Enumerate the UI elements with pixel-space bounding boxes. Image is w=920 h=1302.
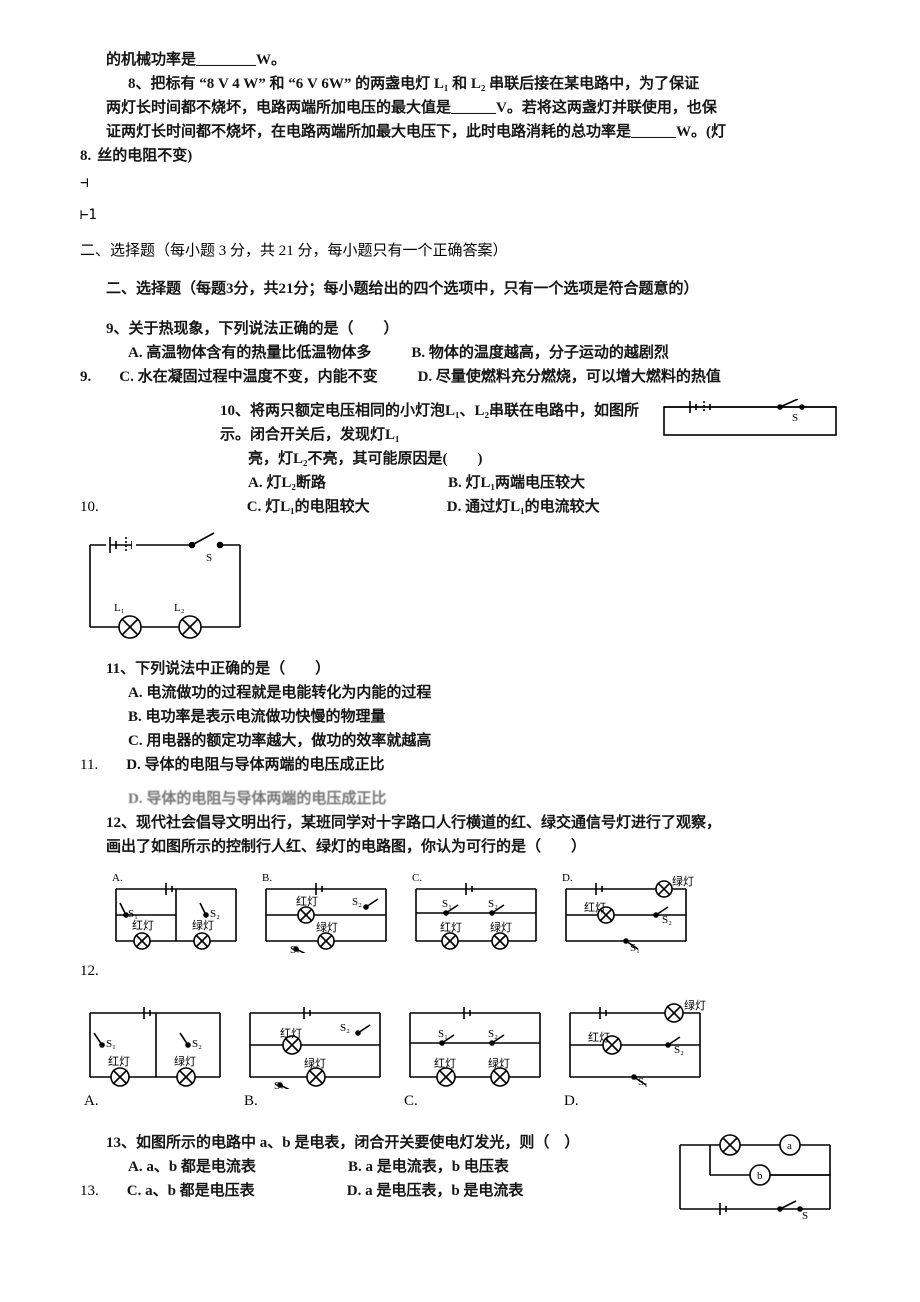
svg-text:S₁: S₁: [290, 944, 300, 953]
svg-text:S: S: [206, 552, 212, 564]
q11-optA: A. 电流做功的过程就是电能转化为内能的过程: [80, 681, 840, 705]
svg-text:S₁: S₁: [128, 908, 138, 920]
svg-text:S₁: S₁: [638, 1076, 648, 1088]
svg-text:绿灯: 绿灯: [490, 920, 512, 934]
q9-optD: D. 尽量使燃料充分燃烧，可以增大燃料的热值: [418, 365, 721, 389]
svg-text:红灯: 红灯: [132, 919, 154, 932]
svg-text:绿灯: 绿灯: [488, 1056, 510, 1070]
svg-text:S₂: S₂: [352, 896, 362, 908]
svg-text:D.: D.: [562, 872, 573, 884]
q13-block: a b S 13、如图所示的电路中 a、b 是电表，闭合开关要使电灯发光，则（ …: [80, 1131, 840, 1221]
q9-stem: 9、关于热现象，下列说法正确的是（ ）: [80, 317, 840, 341]
q12-stem1: 12、现代社会倡导文明出行，某班同学对十字路口人行横道的红、绿交通信号灯进行了观…: [80, 811, 840, 835]
q13-num: 13.: [80, 1179, 99, 1203]
svg-text:绿灯: 绿灯: [192, 918, 214, 932]
svg-text:L₂: L₂: [174, 602, 185, 614]
q8-line2: 8、把标有 “8 V 4 W” 和 “6 V 6W” 的两盏电灯 L₁ 和 L₂…: [80, 72, 840, 96]
q10-optB: B. 灯L₁两端电压较大: [448, 471, 585, 495]
q12-blur: D. 导体的电阻与导体两端的电压成正比: [80, 787, 840, 811]
q11-optC: C. 用电器的额定功率越大，做功的效率就越高: [80, 729, 840, 753]
q8-line5: 丝的电阻不变): [97, 148, 192, 164]
svg-text:S₁: S₁: [106, 1038, 116, 1050]
svg-text:绿灯: 绿灯: [304, 1056, 326, 1070]
q10-circuit-big: S L₁ L₂: [80, 527, 840, 647]
svg-text:S₁: S₁: [438, 1028, 448, 1040]
q12-stem2: 画出了如图所示的控制行人红、绿灯的电路图，你认为可行的是（ ）: [80, 835, 840, 859]
q8-line4: 证两灯长时间都不烧坏，在电路两端所加最大电压下，此时电路消耗的总功率是_____…: [80, 120, 840, 144]
q10-optD: D. 通过灯L₁的电流较大: [447, 495, 600, 519]
svg-text:红灯: 红灯: [588, 1031, 610, 1044]
q8-line3: 两灯长时间都不烧坏，电路两端所加电压的最大值是______V。若将这两盏灯并联使…: [80, 96, 840, 120]
q12-letter-c: C.: [404, 1093, 418, 1109]
svg-text:红灯: 红灯: [440, 921, 462, 934]
svg-text:S₂: S₂: [488, 1028, 498, 1040]
svg-text:S₁: S₁: [630, 942, 640, 953]
q13-optD: D. a 是电压表，b 是电流表: [347, 1179, 524, 1203]
svg-text:C.: C.: [412, 872, 422, 884]
q10-top-s-label: S: [792, 412, 798, 424]
q10-num: 10.: [80, 495, 99, 519]
q9-optA: A. 高温物体含有的热量比低温物体多: [128, 341, 371, 365]
q10-circuit-top: S: [660, 399, 840, 439]
svg-text:S₂: S₂: [192, 1038, 202, 1050]
svg-text:S₁: S₁: [442, 898, 452, 910]
svg-text:绿灯: 绿灯: [174, 1054, 196, 1068]
svg-text:b: b: [757, 1170, 763, 1182]
q13-circuit: a b S: [670, 1131, 840, 1221]
q8-num: 8.: [80, 144, 91, 168]
q11-optB: B. 电功率是表示电流做功快慢的物理量: [80, 705, 840, 729]
q9-optC: C. 水在凝固过程中温度不变，内能不变: [119, 365, 377, 389]
svg-text:绿灯: 绿灯: [684, 998, 706, 1012]
sym-1: ⊣: [80, 172, 840, 194]
svg-text:S₂: S₂: [340, 1022, 350, 1034]
q10-optA: A. 灯L₂断路: [248, 471, 408, 495]
sym-2: ⊢1: [80, 204, 840, 226]
svg-text:S₂: S₂: [488, 898, 498, 910]
svg-text:a: a: [787, 1140, 792, 1152]
q10-block: S 10、将两只额定电压相同的小灯泡L₁、L₂串联在电路中，如图所示。闭合开关后…: [80, 399, 840, 519]
q13-optC: C. a、b 都是电压表: [127, 1179, 307, 1203]
svg-text:绿灯: 绿灯: [672, 874, 694, 888]
svg-text:S₂: S₂: [674, 1044, 684, 1056]
svg-text:S₁: S₁: [274, 1080, 284, 1089]
svg-text:红灯: 红灯: [584, 901, 606, 914]
q11-num: 11.: [80, 753, 98, 777]
q12-circuits-repeat: S₁ S₂ 红灯 绿灯 A. S₂ 红灯 绿灯 S₁ B. S₁ S₂ 红灯 绿…: [80, 997, 840, 1113]
svg-text:绿灯: 绿灯: [316, 920, 338, 934]
svg-text:A.: A.: [112, 872, 123, 884]
q12-letter-b: B.: [244, 1093, 258, 1109]
svg-text:红灯: 红灯: [108, 1055, 130, 1068]
svg-text:红灯: 红灯: [296, 895, 318, 908]
q12-circuits-scan: A. S₁ S₂ 红灯 绿灯: [80, 867, 840, 953]
q13-optA: A. a、b 都是电流表: [128, 1155, 308, 1179]
q8-line1-prefix: 的机械功率是: [106, 52, 196, 68]
svg-text:红灯: 红灯: [280, 1027, 302, 1040]
svg-text:红灯: 红灯: [434, 1057, 456, 1070]
q11-stem: 11、下列说法中正确的是（ ）: [80, 657, 840, 681]
q11-block: 11、下列说法中正确的是（ ） A. 电流做功的过程就是电能转化为内能的过程 B…: [80, 657, 840, 777]
q12-letter-d: D.: [564, 1093, 579, 1109]
q9-num: 9.: [80, 365, 91, 389]
svg-text:B.: B.: [262, 872, 272, 884]
q10-optC: C. 灯L₁的电阻较大: [247, 495, 407, 519]
q9-block: 9、关于热现象，下列说法正确的是（ ） A. 高温物体含有的热量比低温物体多 B…: [80, 317, 840, 389]
svg-text:S₂: S₂: [662, 914, 672, 926]
q8-unit: W。: [256, 52, 286, 68]
q13-optB: B. a 是电流表，b 电压表: [348, 1155, 509, 1179]
q9-optB: B. 物体的温度越高，分子运动的越剧烈: [411, 341, 669, 365]
q12-num: 12.: [80, 959, 99, 983]
svg-text:S: S: [802, 1210, 808, 1221]
q12-letter-a: A.: [84, 1093, 99, 1109]
svg-text:L₁: L₁: [114, 602, 125, 614]
q11-optD: D. 导体的电阻与导体两端的电压成正比: [104, 753, 384, 777]
q8-block: 的机械功率是________W。 8、把标有 “8 V 4 W” 和 “6 V …: [80, 48, 840, 168]
svg-text:S₂: S₂: [210, 908, 220, 920]
section-title-main: 二、选择题（每小题 3 分，共 21 分，每小题只有一个正确答案）: [80, 239, 840, 263]
q8-blank: ________: [196, 52, 256, 68]
q10-stem2: 亮，灯L₂不亮，其可能原因是( ): [80, 447, 840, 471]
q12-block: D. 导体的电阻与导体两端的电压成正比 12、现代社会倡导文明出行，某班同学对十…: [80, 787, 840, 983]
section-title-scan: 二、选择题（每题3分，共21分；每小题给出的四个选项中，只有一个选项是符合题意的…: [80, 277, 840, 301]
